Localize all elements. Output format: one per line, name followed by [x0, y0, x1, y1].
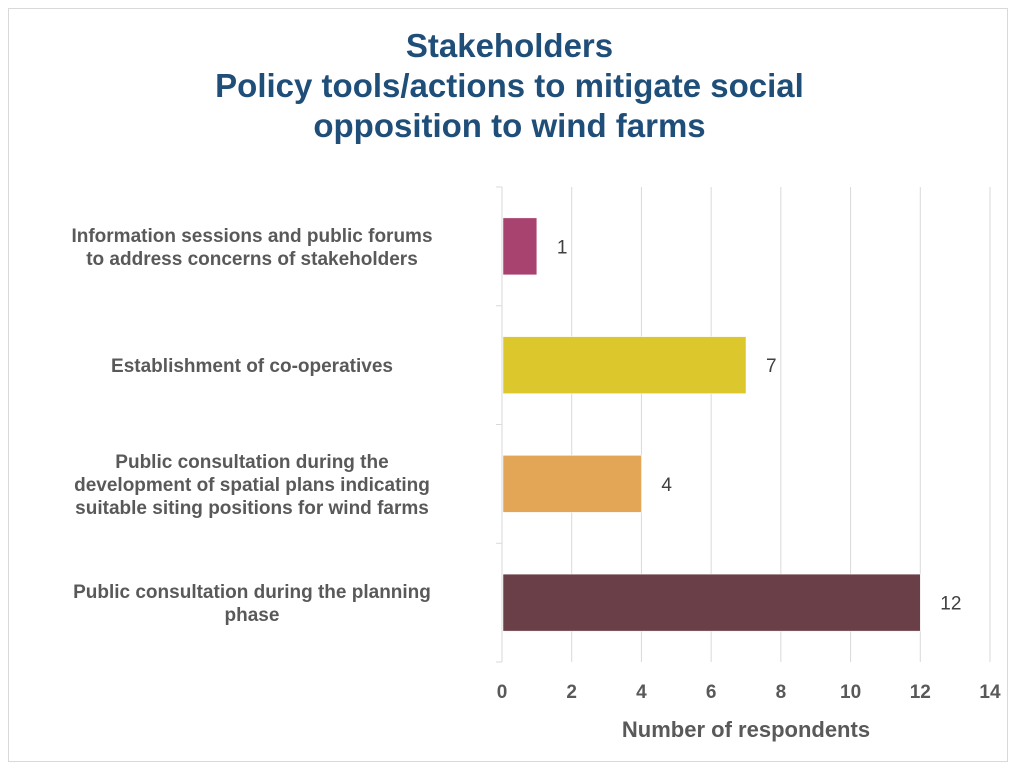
bar — [502, 455, 642, 513]
x-axis-title: Number of respondents — [622, 717, 870, 742]
x-tick-label: 8 — [776, 682, 787, 703]
chart-title-line-3: opposition to wind farms — [313, 107, 706, 144]
chart-title: Stakeholders Policy tools/actions to mit… — [0, 26, 1019, 146]
x-tick-label: 4 — [636, 682, 647, 703]
category-label: Establishment of co-operatives — [111, 356, 393, 377]
category-label: suitable siting positions for wind farms — [75, 498, 429, 519]
category-label: development of spatial plans indicating — [74, 475, 430, 496]
bars: 1 7 4 12 — [502, 217, 961, 632]
chart-title-line-2: Policy tools/actions to mitigate social — [215, 67, 804, 104]
data-label: 1 — [557, 237, 568, 258]
category-axis — [496, 186, 503, 663]
data-label: 7 — [766, 356, 777, 377]
category-label: Information sessions and public forums — [71, 226, 432, 247]
x-tick-labels: 0 2 4 6 8 10 12 14 — [497, 682, 1001, 703]
bar — [502, 217, 538, 276]
x-tick-label: 2 — [566, 682, 577, 703]
data-label: 12 — [940, 594, 961, 615]
category-label: Public consultation during the — [115, 452, 388, 473]
bar — [502, 573, 921, 632]
x-tick-label: 0 — [497, 682, 508, 703]
x-tick-label: 10 — [840, 682, 861, 703]
x-tick-label: 14 — [979, 682, 1001, 703]
category-label: Public consultation during the planning — [73, 582, 431, 603]
category-label: to address concerns of stakeholders — [86, 249, 418, 270]
x-tick-label: 12 — [910, 682, 931, 703]
chart-title-line-1: Stakeholders — [405, 27, 614, 64]
bar — [502, 336, 747, 394]
category-label: phase — [225, 605, 280, 626]
category-labels: Information sessions and public forumsto… — [71, 226, 432, 626]
x-tick-label: 6 — [706, 682, 717, 703]
data-label: 4 — [661, 475, 672, 496]
